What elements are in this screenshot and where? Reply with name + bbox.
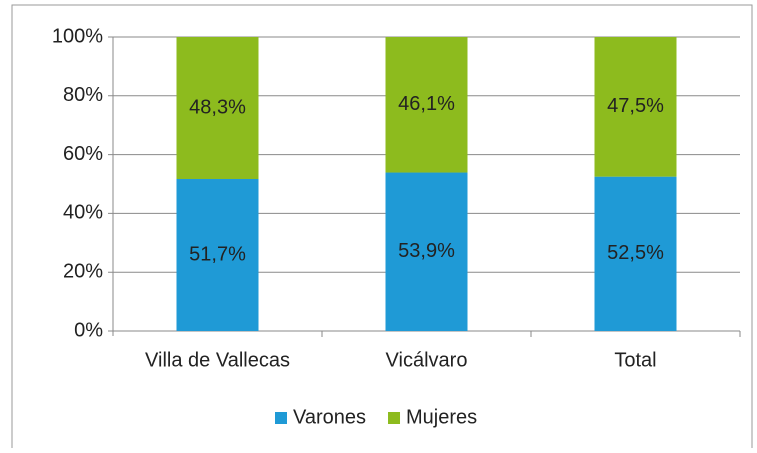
y-tick-label: 0% [74, 319, 103, 341]
legend-label: Varones [293, 406, 366, 428]
x-tick-label: Vicálvaro [386, 349, 468, 371]
value-label: 48,3% [189, 96, 246, 118]
y-tick-label: 100% [52, 25, 103, 47]
y-tick-label: 40% [63, 202, 103, 224]
bar-segment [594, 176, 677, 331]
value-label: 52,5% [607, 242, 664, 264]
bar-segment [176, 179, 259, 331]
legend-swatch [275, 412, 287, 424]
legend-swatch [388, 412, 401, 424]
bar-segment [594, 37, 677, 177]
bar-segment [176, 37, 259, 180]
value-label: 46,1% [398, 93, 455, 115]
bar-segment [385, 37, 468, 173]
y-tick-label: 80% [63, 84, 103, 106]
value-label: 53,9% [398, 240, 455, 262]
bar-segment [385, 172, 468, 331]
value-label: 51,7% [189, 243, 246, 265]
y-tick-label: 60% [63, 143, 103, 165]
legend-label: Mujeres [406, 406, 477, 428]
value-label: 47,5% [607, 95, 664, 117]
x-tick-label: Total [614, 349, 656, 371]
x-tick-label: Villa de Vallecas [145, 349, 290, 371]
chart-border [11, 4, 753, 448]
y-tick-label: 20% [63, 260, 103, 282]
